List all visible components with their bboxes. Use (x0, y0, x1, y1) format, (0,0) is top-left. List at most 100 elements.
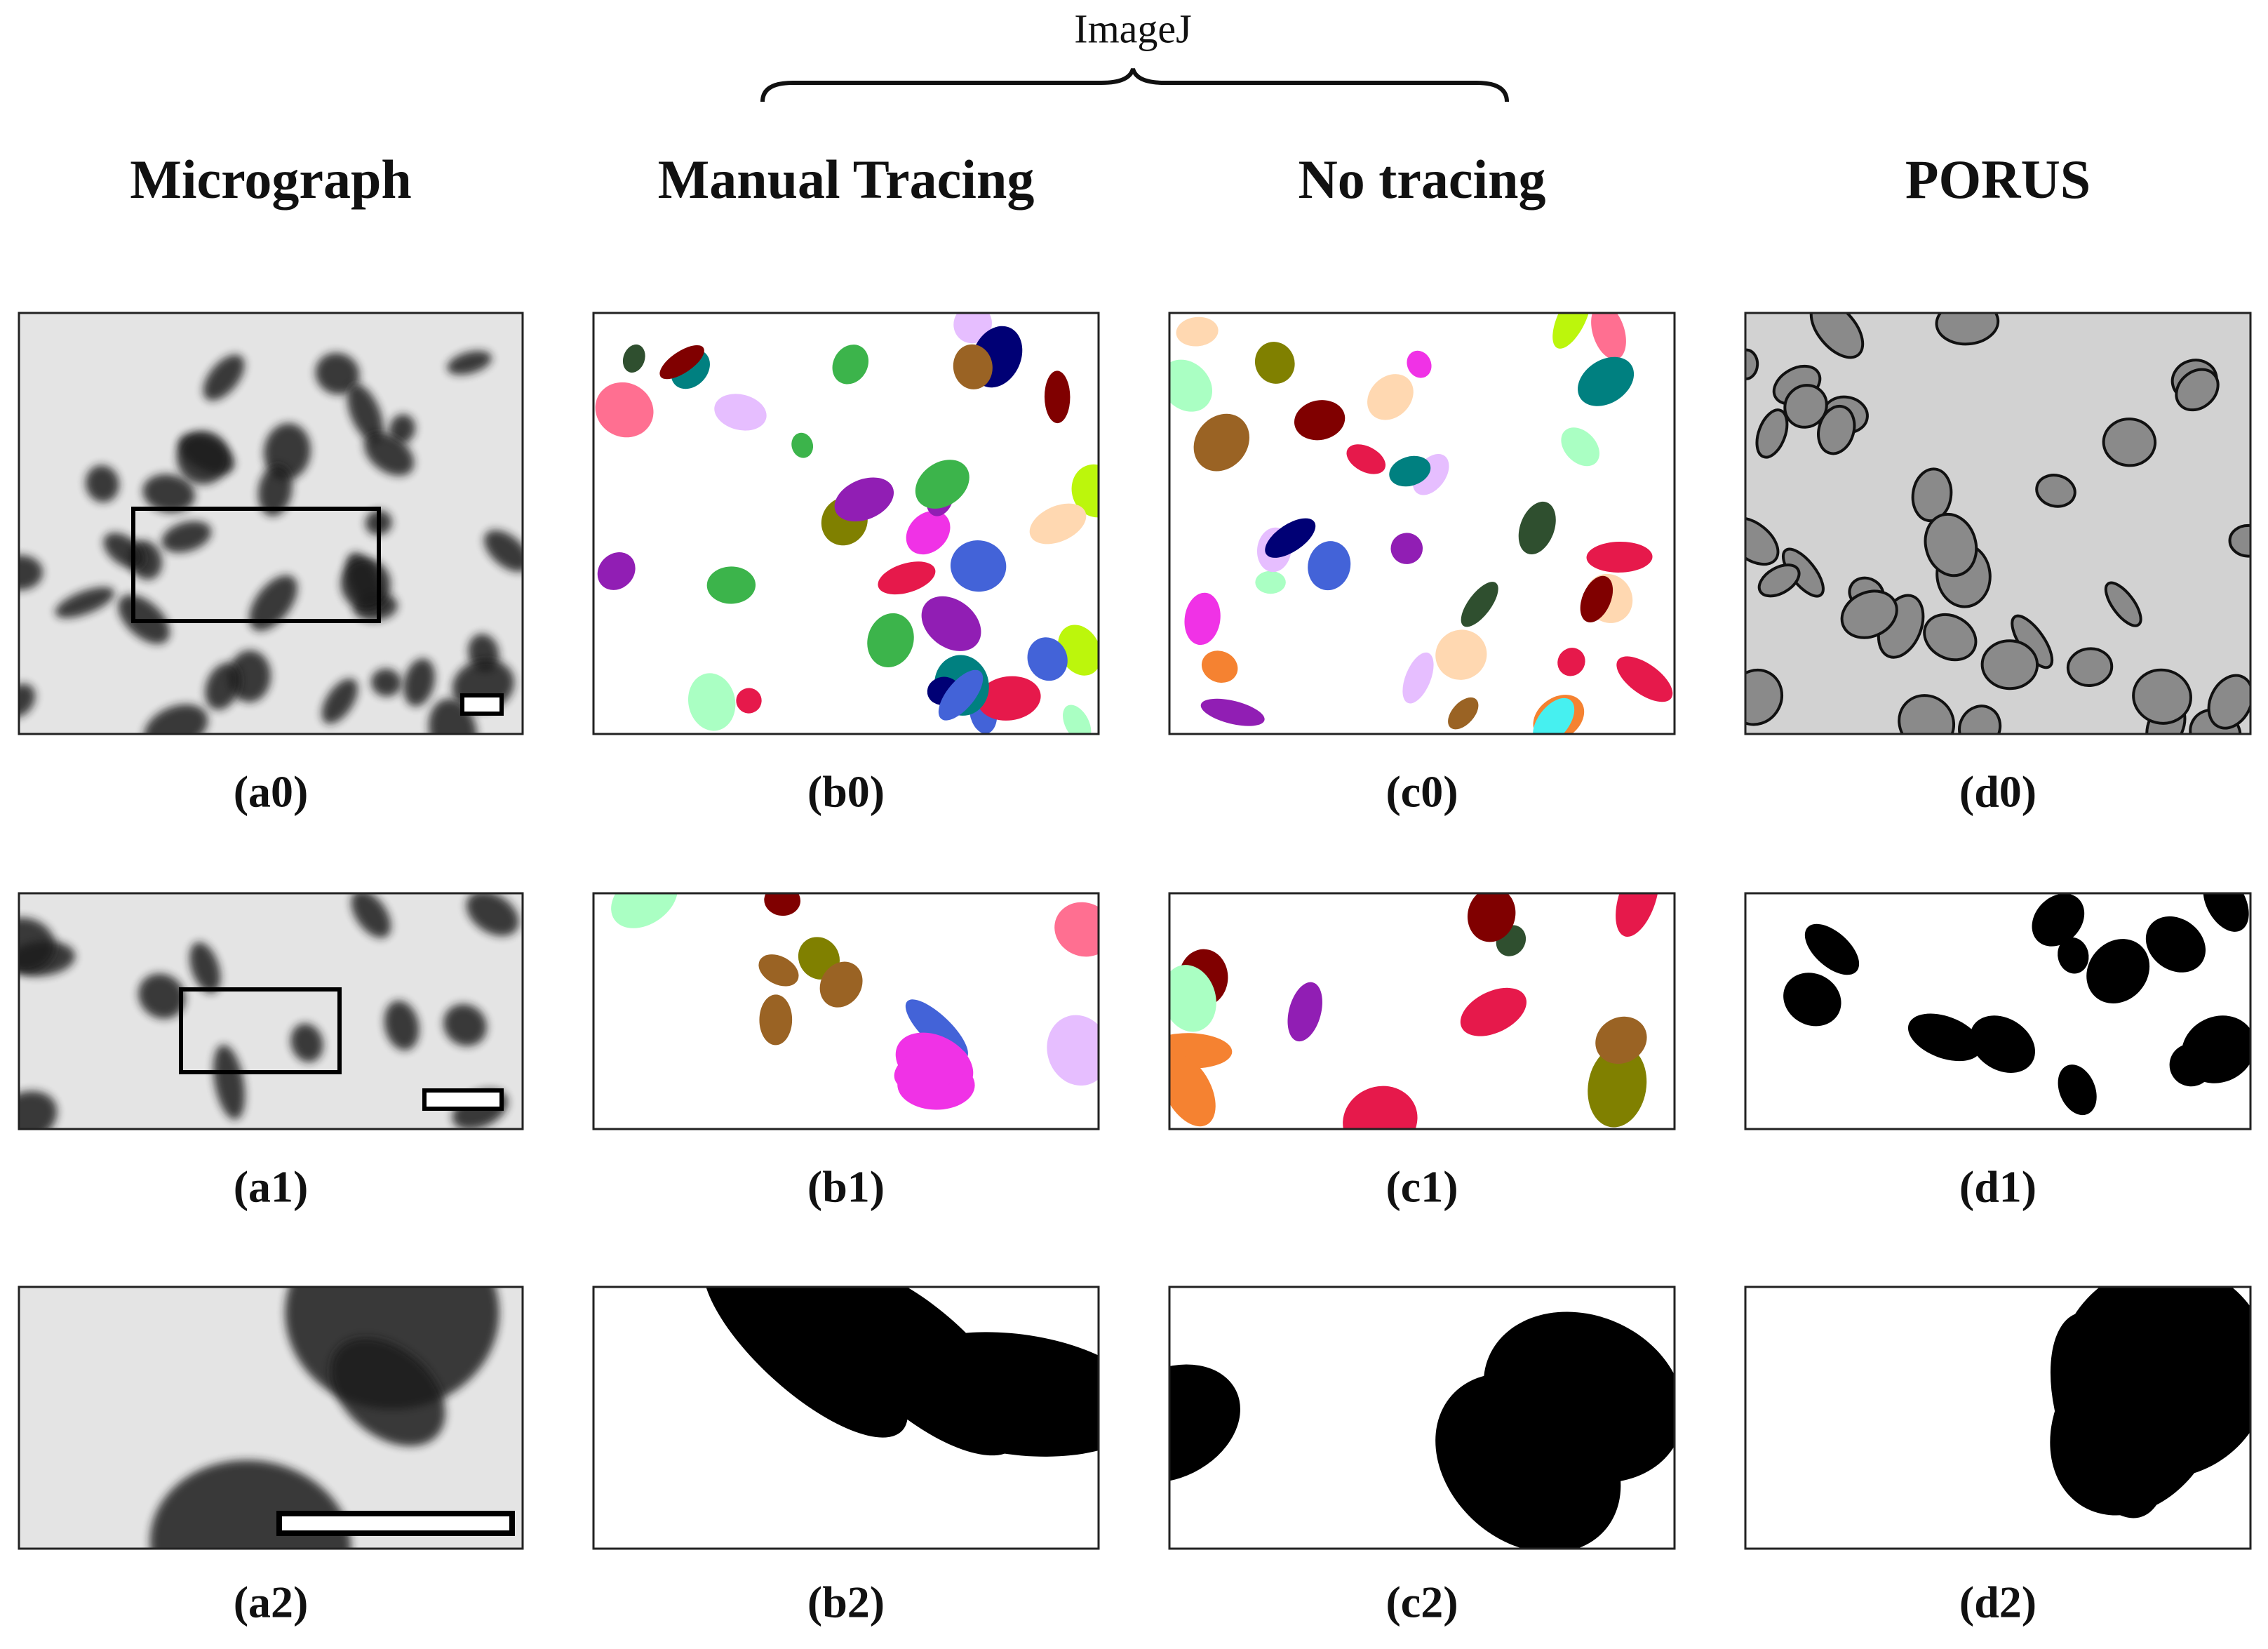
blob (149, 1460, 351, 1549)
blob (883, 1332, 1099, 1457)
blob (595, 382, 654, 438)
blob (466, 893, 519, 936)
blob (1580, 575, 1613, 622)
blob (1390, 533, 1423, 564)
panel-image (1169, 1287, 1675, 1549)
panel-label: (b0) (807, 767, 885, 817)
blob (364, 432, 415, 476)
panel-border (1744, 892, 2252, 1130)
blob (1435, 1373, 1621, 1549)
blob (138, 973, 185, 1019)
panel-background (19, 313, 523, 734)
blob (1169, 359, 1213, 412)
blob (1402, 652, 1434, 704)
bracket-label: ImageJ (1074, 6, 1192, 51)
blob (1467, 893, 1516, 942)
blob (622, 344, 645, 373)
blob (1169, 1033, 1233, 1069)
blob (213, 1045, 246, 1120)
panel-image (19, 893, 523, 1129)
zoom-box (179, 987, 342, 1074)
blob (315, 352, 360, 395)
blob (1907, 1013, 1982, 1062)
blob (1193, 413, 1249, 472)
blob (1343, 1086, 1418, 1129)
column-title: Manual Tracing (658, 149, 1035, 210)
blob (1970, 1015, 2035, 1073)
blob (950, 540, 1007, 592)
blob (758, 954, 799, 987)
panel-image (1745, 1287, 2250, 1549)
blob (1047, 1015, 1099, 1086)
blob (1367, 374, 1414, 420)
blob (1898, 694, 1956, 734)
blob (2104, 581, 2142, 627)
panel-label: (d0) (1959, 767, 2036, 817)
scale-bar (460, 693, 504, 716)
blob (1058, 625, 1099, 676)
blob (759, 994, 793, 1046)
blob (1176, 316, 1219, 347)
blob (878, 561, 936, 595)
blob (330, 1337, 445, 1446)
blob (1308, 541, 1351, 591)
blob (915, 460, 969, 509)
panel-border (1744, 312, 2252, 735)
blob (2132, 668, 2192, 725)
panel-label: (d1) (1959, 1162, 2036, 1212)
panel-border (1168, 312, 1676, 735)
blob (687, 673, 736, 731)
blob (2066, 647, 2114, 688)
blob (1071, 464, 1099, 518)
blob (205, 662, 241, 710)
blob (977, 676, 1041, 721)
blob (1757, 563, 1801, 598)
blob (177, 431, 229, 485)
scale-bar (276, 1511, 515, 1536)
blob (867, 613, 914, 668)
panel-border (592, 892, 1100, 1130)
blob (85, 465, 119, 502)
blob (1591, 313, 1626, 360)
blob (1184, 592, 1221, 646)
blob (706, 566, 756, 604)
blob (1783, 973, 1841, 1027)
blob (1804, 923, 1860, 975)
blob (249, 575, 297, 631)
panel-label: (b1) (807, 1162, 885, 1212)
blob (351, 893, 391, 938)
blob (2086, 939, 2150, 1003)
panel-image (1745, 893, 2250, 1129)
blob (1809, 313, 1865, 359)
blob (321, 679, 358, 724)
blob (1616, 893, 1659, 937)
panel-border (1168, 892, 1676, 1130)
panel-label: (d2) (1959, 1577, 2036, 1627)
blob (894, 1044, 969, 1092)
blob (1201, 650, 1238, 683)
column-title: Micrograph (130, 149, 412, 210)
blob (443, 1003, 487, 1046)
panel-border (18, 1286, 524, 1550)
panel-background (593, 893, 1099, 1129)
blob (819, 961, 863, 1008)
blob (832, 345, 869, 385)
blob (1027, 637, 1068, 681)
blob (1169, 965, 1216, 1032)
blob (1923, 613, 1978, 662)
blob (611, 893, 678, 928)
blob (834, 477, 894, 522)
blob (1817, 404, 1856, 455)
blob (736, 688, 762, 714)
blob (2035, 474, 2076, 508)
panel-border (1744, 1286, 2252, 1550)
blob (1958, 705, 2002, 734)
blob (2057, 1287, 2250, 1478)
blob (2175, 368, 2220, 412)
blob (1254, 342, 1295, 384)
blob (1840, 589, 1898, 639)
panel-border (592, 1286, 1100, 1550)
panel-image (19, 1287, 523, 1549)
blob (2145, 916, 2206, 973)
